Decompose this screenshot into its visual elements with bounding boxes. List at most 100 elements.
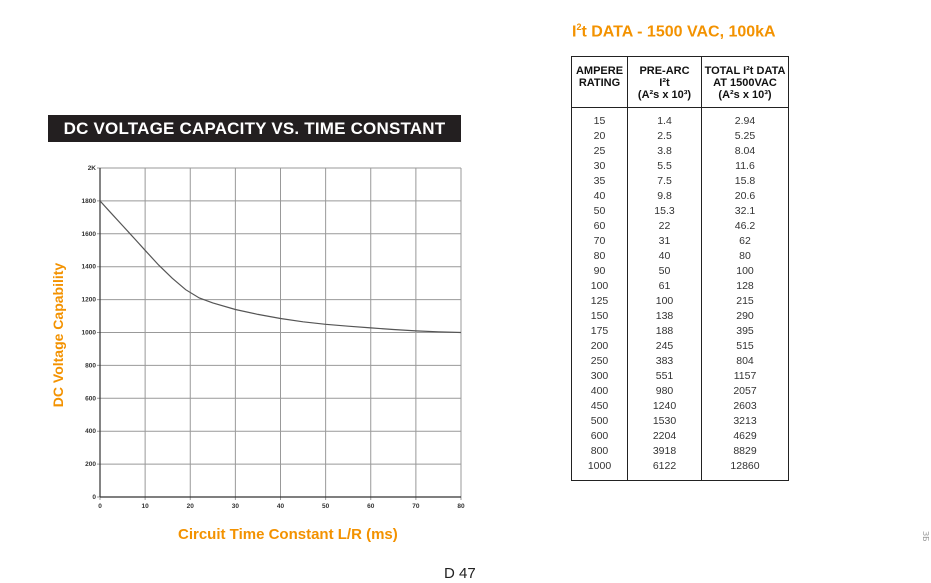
table-cell: 138 (627, 309, 702, 324)
table-row: 450 1240 2603 (572, 399, 789, 414)
table-cell: 8829 (701, 444, 789, 459)
table-row: 15 1.4 2.94 (572, 107, 789, 129)
table-cell: 25 (593, 145, 606, 157)
i2t-data-table: AMPERE RATING PRE-ARC I²t (A²s x 10³) TO… (571, 56, 789, 481)
y-tick-label: 1000 (82, 330, 97, 337)
table-cell: 46.2 (701, 219, 789, 234)
table-cell: 22 (627, 219, 702, 234)
voltage-curve (99, 200, 462, 334)
header-pre-arc: PRE-ARC I²t (A²s x 10³) (627, 56, 702, 108)
table-cell: 515 (701, 339, 789, 354)
table-cell: 31 (627, 234, 702, 249)
table-row: 400 980 2057 (572, 384, 789, 399)
table-row: 150 138 290 (572, 309, 789, 324)
table-row: 125 100 215 (572, 294, 789, 309)
table-cell: 400 (590, 385, 609, 397)
header-line: I²t (659, 77, 670, 89)
table-cell: 50 (593, 205, 606, 217)
table-row: 40 9.8 20.6 (572, 189, 789, 204)
header-line: TOTAL I²t DATA (704, 65, 786, 77)
table-row: 35 7.5 15.8 (572, 174, 789, 189)
table-cell: 395 (701, 324, 789, 339)
table-cell: 11.6 (701, 159, 789, 174)
table-cell: 3213 (701, 414, 789, 429)
table-cell: 20 (593, 130, 606, 142)
y-tick-label: 400 (85, 428, 96, 435)
table-row: 70 31 62 (572, 234, 789, 249)
table-cell: 61 (627, 279, 702, 294)
table-cell: 15.8 (701, 174, 789, 189)
x-tick-label: 0 (98, 503, 102, 510)
table-cell: 2.5 (627, 129, 702, 144)
table-row: 20 2.5 5.25 (572, 129, 789, 144)
header-line: AMPERE (575, 65, 624, 77)
table-row: 25 3.8 8.04 (572, 144, 789, 159)
y-tick-label: 1400 (82, 264, 97, 271)
table-cell: 245 (627, 339, 702, 354)
table-cell: 3918 (627, 444, 702, 459)
table-cell: 40 (627, 249, 702, 264)
table-cell: 450 (590, 400, 609, 412)
table-row: 175 188 395 (572, 324, 789, 339)
table-cell: 2603 (701, 399, 789, 414)
table-cell: 551 (627, 369, 702, 384)
y-axis-label: DC Voltage Capability (50, 262, 66, 408)
header-ampere-rating: AMPERE RATING (571, 56, 628, 108)
y-tick-label: 200 (85, 461, 96, 468)
y-tick-label: 1200 (82, 297, 97, 304)
header-line: (A²s x 10³) (718, 89, 772, 101)
table-body: 15 1.4 2.94 20 2.5 5.25 25 3.8 8.04 30 5.5 11.6 35 7.… (572, 107, 789, 481)
table-cell: 500 (590, 415, 609, 427)
header-line: PRE-ARC (639, 65, 690, 77)
x-tick-label: 50 (322, 503, 330, 510)
table-row: 100 61 128 (572, 279, 789, 294)
table-cell: 980 (627, 384, 702, 399)
table-cell: 32.1 (701, 204, 789, 219)
x-tick-label: 40 (277, 503, 285, 510)
table-cell: 600 (590, 430, 609, 442)
table-cell: 80 (701, 249, 789, 264)
x-tick-label: 80 (457, 503, 465, 510)
table-cell: 300 (590, 370, 609, 382)
table-cell: 40 (593, 190, 606, 202)
table-row: 50 15.3 32.1 (572, 204, 789, 219)
x-tick-label: 60 (367, 503, 375, 510)
header-line: AT 1500VAC (713, 77, 777, 89)
table-cell: 1157 (701, 369, 789, 384)
table-title-main: I (572, 23, 577, 41)
table-row: 60 22 46.2 (572, 219, 789, 234)
table-title-sup: 2 (576, 22, 582, 32)
table-cell: 215 (701, 294, 789, 309)
table-cell: 7.5 (627, 174, 702, 189)
table-cell: 100 (590, 280, 609, 292)
table-row: 250 383 804 (572, 354, 789, 369)
table-cell: 12860 (701, 459, 789, 481)
table-cell: 200 (590, 340, 609, 352)
table-cell: 128 (701, 279, 789, 294)
table-cell: 100 (701, 264, 789, 279)
x-tick-label: 70 (412, 503, 420, 510)
table-header-row: AMPERE RATING PRE-ARC I²t (A²s x 10³) TO… (571, 56, 789, 108)
table-cell: 70 (593, 235, 606, 247)
x-tick-label: 10 (142, 503, 150, 510)
table-cell: 4629 (701, 429, 789, 444)
y-tick-label: 600 (85, 395, 96, 402)
table-cell: 125 (590, 295, 609, 307)
table-cell: 20.6 (701, 189, 789, 204)
table-cell: 383 (627, 354, 702, 369)
table-row: 1000 6122 12860 (572, 459, 789, 481)
table-cell: 1.4 (627, 107, 702, 129)
table-cell: 188 (627, 324, 702, 339)
table-cell: 3.8 (627, 144, 702, 159)
y-tick-label: 800 (85, 362, 96, 369)
table-cell: 1240 (627, 399, 702, 414)
y-tick-label: 2K (88, 165, 97, 172)
table-cell: 150 (590, 310, 609, 322)
header-line: RATING (578, 77, 621, 89)
table-cell: 100 (627, 294, 702, 309)
table-row: 30 5.5 11.6 (572, 159, 789, 174)
table-row: 200 245 515 (572, 339, 789, 354)
table-cell: 1000 (587, 460, 612, 472)
x-tick-label: 20 (187, 503, 195, 510)
